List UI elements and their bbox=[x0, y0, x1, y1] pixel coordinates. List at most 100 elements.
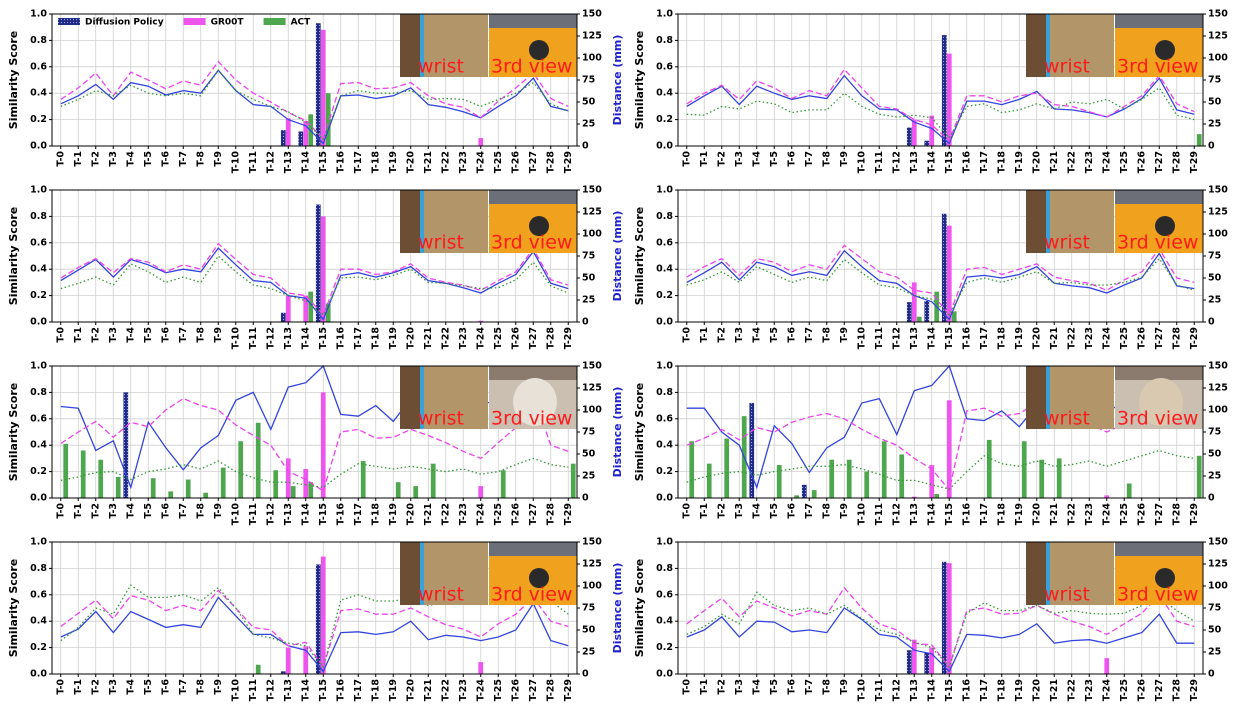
x-tick-label: T-17 bbox=[979, 327, 990, 349]
inset-label: 3rd view bbox=[1117, 584, 1198, 606]
x-tick-label: T-20 bbox=[1031, 503, 1042, 526]
x-tick-label: T-22 bbox=[440, 151, 451, 173]
y2-tick-label: 150 bbox=[582, 185, 602, 196]
y-tick-label: 0.6 bbox=[656, 413, 673, 424]
y2-tick-label: 0 bbox=[582, 493, 589, 504]
y2-tick-label: 50 bbox=[582, 97, 596, 108]
y2-tick-label: 150 bbox=[582, 9, 602, 20]
x-tick-label: T-28 bbox=[1171, 679, 1182, 702]
y2-tick-label: 25 bbox=[582, 119, 595, 130]
x-tick-label: T-29 bbox=[563, 503, 574, 525]
y-tick-label: 1.0 bbox=[656, 361, 673, 372]
bar bbox=[724, 439, 729, 498]
x-tick-label: T-0 bbox=[681, 151, 692, 167]
x-tick-label: T-13 bbox=[283, 679, 294, 701]
x-tick-label: T-11 bbox=[248, 503, 259, 525]
x-tick-label: T-22 bbox=[440, 327, 451, 349]
legend-swatch bbox=[184, 18, 206, 25]
x-tick-label: T-29 bbox=[563, 151, 574, 173]
x-tick-label: T-28 bbox=[545, 327, 556, 350]
inset-label: 3rd view bbox=[491, 408, 572, 430]
x-tick-label: T-1 bbox=[73, 679, 84, 695]
bar bbox=[281, 130, 286, 146]
x-tick-label: T-11 bbox=[248, 151, 259, 173]
bar bbox=[571, 464, 576, 498]
y2-tick-label: 25 bbox=[1208, 119, 1221, 130]
y-axis-label: Similarity Score bbox=[7, 383, 20, 481]
y2-tick-label: 50 bbox=[1208, 625, 1222, 636]
x-tick-label: T-5 bbox=[769, 151, 780, 167]
x-tick-label: T-21 bbox=[423, 151, 434, 173]
x-tick-label: T-14 bbox=[926, 151, 937, 174]
y2-tick-label: 150 bbox=[1208, 361, 1228, 372]
y2-tick-label: 75 bbox=[582, 251, 595, 262]
bar bbox=[478, 486, 483, 498]
x-tick-label: T-1 bbox=[699, 679, 710, 695]
y-tick-label: 0.6 bbox=[30, 589, 47, 600]
y2-tick-label: 50 bbox=[1208, 273, 1222, 284]
y-tick-label: 1.0 bbox=[656, 537, 673, 548]
x-tick-label: T-5 bbox=[769, 503, 780, 519]
x-tick-label: T-23 bbox=[458, 503, 469, 525]
x-tick-label: T-15 bbox=[318, 503, 329, 525]
inset-label: 3rd view bbox=[1117, 408, 1198, 430]
x-tick-label: T-19 bbox=[1014, 679, 1025, 701]
y-tick-label: 0.8 bbox=[656, 387, 673, 398]
x-tick-label: T-9 bbox=[213, 327, 224, 343]
x-tick-label: T-7 bbox=[178, 503, 189, 519]
legend-label: GR00T bbox=[211, 18, 245, 28]
x-tick-label: T-5 bbox=[143, 327, 154, 343]
y-tick-label: 0.8 bbox=[30, 563, 47, 574]
x-tick-label: T-0 bbox=[55, 327, 66, 343]
y-tick-label: 0.6 bbox=[656, 61, 673, 72]
bar bbox=[478, 662, 483, 674]
x-tick-label: T-27 bbox=[528, 503, 539, 525]
x-tick-label: T-2 bbox=[716, 503, 727, 519]
y-tick-label: 0.2 bbox=[30, 114, 47, 125]
y-tick-label: 0.0 bbox=[30, 317, 47, 328]
bar bbox=[221, 468, 226, 498]
x-tick-label: T-18 bbox=[370, 679, 381, 702]
y2-tick-label: 125 bbox=[582, 207, 602, 218]
bar bbox=[1057, 458, 1062, 498]
x-tick-label: T-27 bbox=[528, 679, 539, 701]
x-tick-label: T-6 bbox=[160, 151, 171, 167]
x-tick-label: T-20 bbox=[405, 679, 416, 702]
y-tick-label: 0.8 bbox=[30, 211, 47, 222]
bar bbox=[291, 486, 296, 498]
y2-tick-label: 100 bbox=[582, 581, 602, 592]
y2-tick-label: 100 bbox=[1208, 229, 1228, 240]
y2-tick-label: 0 bbox=[582, 141, 589, 152]
y2-tick-label: 150 bbox=[582, 537, 602, 548]
x-tick-label: T-21 bbox=[1049, 679, 1060, 701]
y2-tick-label: 100 bbox=[1208, 53, 1228, 64]
x-tick-label: T-22 bbox=[440, 679, 451, 701]
x-tick-label: T-17 bbox=[353, 503, 364, 525]
x-tick-label: T-8 bbox=[821, 327, 832, 343]
x-tick-label: T-8 bbox=[821, 503, 832, 519]
x-tick-label: T-20 bbox=[1031, 151, 1042, 174]
x-tick-label: T-10 bbox=[856, 679, 867, 702]
inset-label: wrist bbox=[418, 232, 464, 254]
y2-tick-label: 125 bbox=[582, 383, 602, 394]
bar bbox=[947, 226, 952, 322]
x-tick-label: T-16 bbox=[961, 503, 972, 526]
x-tick-label: T-13 bbox=[909, 503, 920, 525]
x-tick-label: T-18 bbox=[370, 503, 381, 526]
x-tick-label: T-5 bbox=[143, 503, 154, 519]
line bbox=[687, 88, 1195, 138]
x-tick-label: T-14 bbox=[926, 679, 937, 702]
y-tick-label: 0.4 bbox=[656, 440, 673, 451]
x-tick-label: T-2 bbox=[90, 679, 101, 695]
inset-image-detail bbox=[1115, 190, 1203, 204]
x-tick-label: T-0 bbox=[55, 503, 66, 519]
bar bbox=[316, 23, 321, 146]
y-tick-label: 0.0 bbox=[30, 493, 47, 504]
x-tick-label: T-16 bbox=[961, 327, 972, 350]
x-tick-label: T-2 bbox=[90, 327, 101, 343]
subplot: 0.00.20.40.60.81.00255075100125150T-0T-1… bbox=[7, 361, 624, 526]
x-tick-label: T-27 bbox=[1154, 679, 1165, 701]
bar bbox=[203, 493, 208, 498]
x-tick-label: T-27 bbox=[1154, 503, 1165, 525]
x-tick-label: T-24 bbox=[475, 679, 486, 702]
